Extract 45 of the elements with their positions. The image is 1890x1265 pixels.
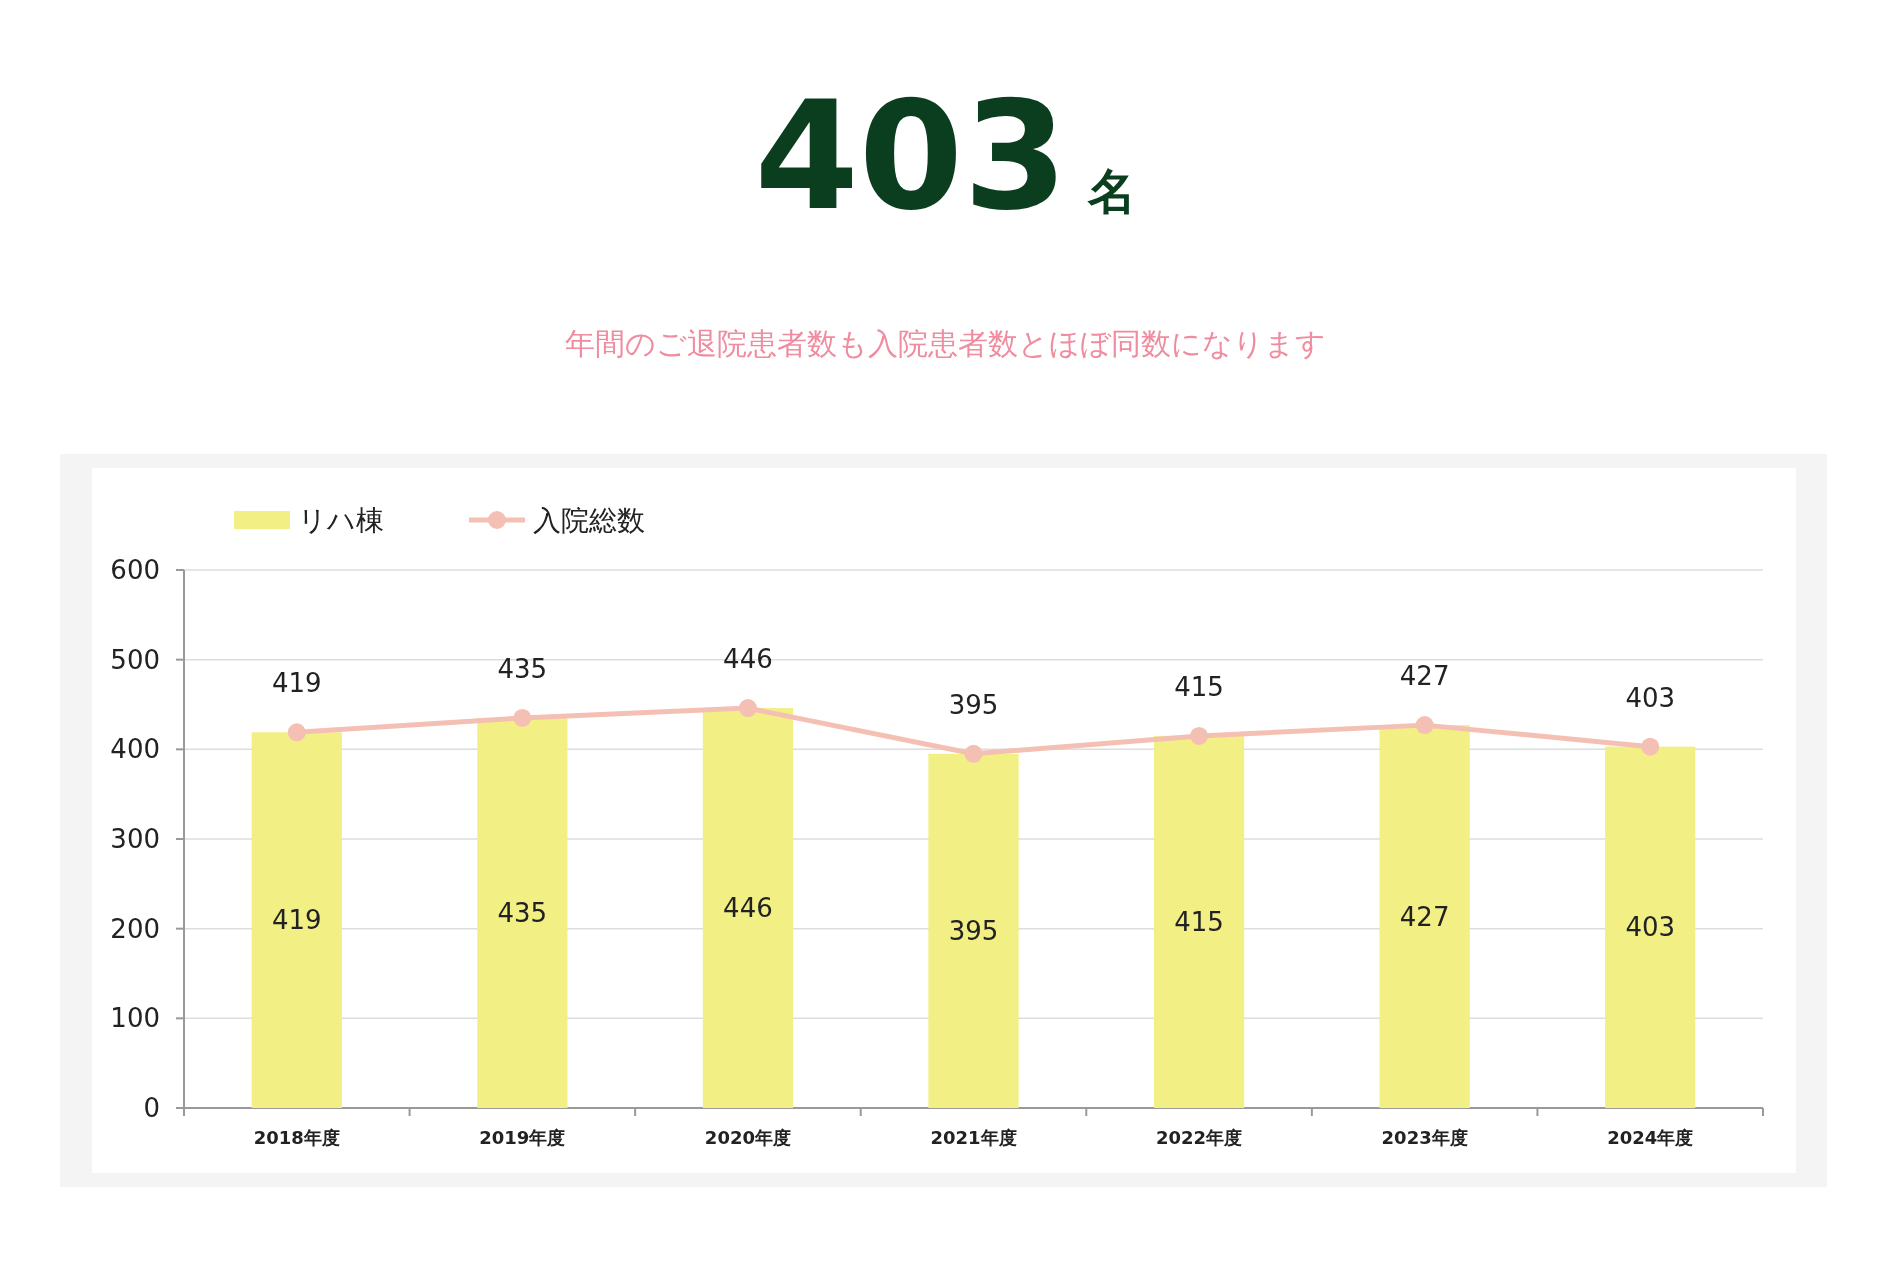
chart-subtitle: 年間のご退院患者数も入院患者数とほぼ同数になります	[564, 326, 1326, 361]
point	[1190, 726, 1209, 745]
x-tick-label: 2023年度	[1381, 1127, 1468, 1148]
x-tick-label: 2021年度	[930, 1127, 1017, 1148]
bar	[702, 708, 794, 1108]
y-tick-label: 400	[110, 734, 160, 765]
bar	[928, 753, 1019, 1108]
x-tick-label: 2022年度	[1156, 1127, 1243, 1148]
data-label: 419	[271, 905, 322, 936]
data-label: 446	[723, 644, 773, 675]
bar	[477, 717, 568, 1108]
point	[513, 708, 532, 727]
data-label: 435	[497, 897, 548, 928]
bar	[1605, 746, 1696, 1108]
legend-label: リハ棟	[298, 504, 384, 537]
x-tick-label: 2024年度	[1607, 1127, 1694, 1148]
y-tick-label: 200	[110, 913, 160, 944]
bar	[1153, 735, 1245, 1108]
data-label: 415	[1174, 906, 1224, 937]
x-tick-label: 2020年度	[704, 1127, 791, 1148]
x-tick-label: 2018年度	[253, 1127, 340, 1148]
data-label: 427	[1399, 661, 1450, 692]
y-tick-label: 0	[143, 1093, 160, 1123]
legend-label: 入院総数	[533, 504, 645, 537]
data-label: 395	[948, 915, 999, 946]
data-label: 403	[1625, 682, 1676, 713]
y-tick-label: 300	[110, 824, 160, 854]
data-label: 395	[948, 689, 999, 720]
point	[1415, 716, 1434, 735]
bar	[1379, 725, 1470, 1108]
point	[287, 723, 306, 742]
point	[1641, 737, 1660, 756]
data-label: 435	[497, 653, 548, 684]
y-tick-label: 600	[110, 555, 160, 585]
point	[964, 744, 983, 763]
bar	[251, 732, 342, 1108]
data-label: 419	[271, 668, 322, 699]
data-label: 446	[723, 893, 773, 924]
x-tick-label: 2019年度	[479, 1127, 566, 1148]
y-tick-label: 100	[110, 1003, 160, 1034]
point	[738, 699, 757, 718]
data-label: 427	[1399, 901, 1450, 932]
y-tick-label: 500	[110, 644, 160, 675]
data-label: 403	[1625, 912, 1676, 943]
data-label: 415	[1174, 671, 1224, 702]
